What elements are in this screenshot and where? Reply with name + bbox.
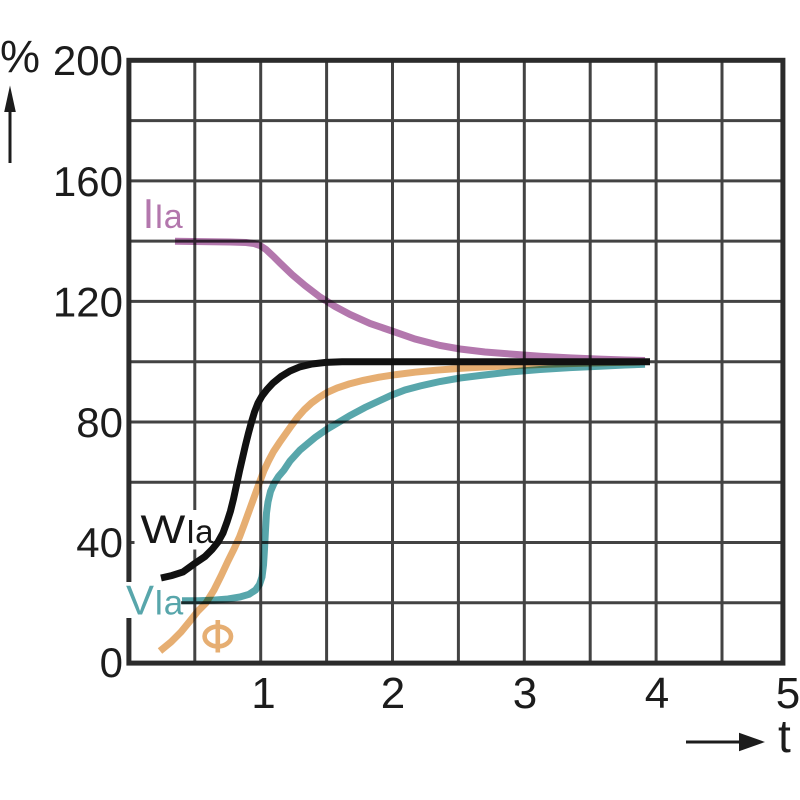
svg-text:IIa: IIa [143,190,183,237]
svg-text:200: 200 [53,37,123,84]
svg-text:0: 0 [100,639,123,686]
svg-text:1: 1 [251,669,275,718]
svg-text:40: 40 [76,519,123,566]
svg-text:%: % [0,31,40,82]
svg-text:2: 2 [381,669,405,718]
svg-text:Ia: Ia [186,513,214,550]
svg-text:120: 120 [53,279,123,326]
svg-text:t: t [778,710,791,762]
svg-text:W: W [141,508,187,552]
svg-text:160: 160 [53,158,123,205]
svg-text:3: 3 [513,669,537,718]
svg-text:4: 4 [645,669,669,718]
svg-text:80: 80 [76,399,123,446]
svg-text:VIa: VIa [126,577,184,624]
svg-text:5: 5 [776,669,800,718]
